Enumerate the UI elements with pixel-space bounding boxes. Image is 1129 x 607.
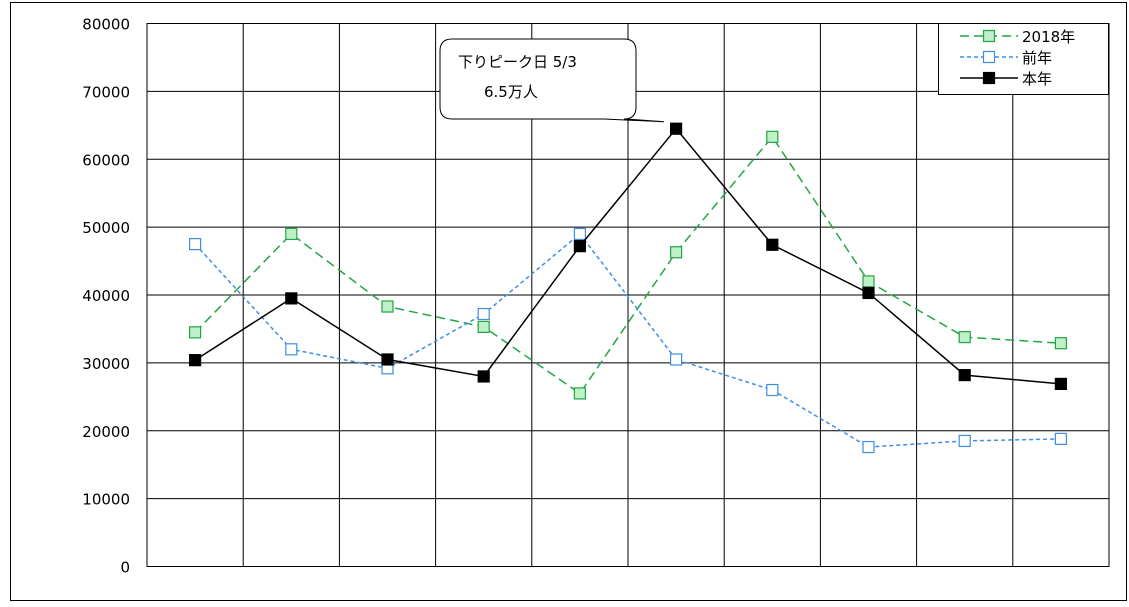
series-前年 (189, 227, 1068, 454)
y-tick-label: 80000 (82, 16, 130, 34)
y-tick-label: 30000 (82, 355, 130, 373)
data-point-marker (958, 330, 971, 344)
data-point-marker (477, 307, 490, 321)
legend-label: 前年 (1022, 49, 1052, 67)
data-point-marker (285, 343, 298, 356)
series-2018年 (189, 130, 1068, 400)
y-tick-label: 60000 (82, 151, 130, 169)
data-point-marker (477, 370, 490, 383)
data-point-marker (573, 387, 587, 400)
data-point-marker (1054, 337, 1068, 350)
data-point-marker (189, 237, 202, 251)
y-tick-label: 40000 (82, 287, 130, 305)
data-point-marker (766, 383, 779, 397)
data-point-marker (573, 227, 587, 241)
callout-bubble (439, 38, 665, 123)
y-tick-label: 50000 (82, 219, 130, 237)
peak-callout: 下りピーク日 5/3 6.5万人 (439, 38, 665, 123)
series-line (194, 232, 1061, 448)
data-point-marker (958, 434, 971, 448)
data-point-marker (285, 292, 298, 305)
series-lines (189, 122, 1068, 454)
data-point-marker (669, 353, 683, 366)
data-point-marker (1054, 432, 1068, 445)
data-point-marker (477, 320, 490, 334)
legend-item: 本年 (960, 70, 1052, 88)
legend-item: 2018年 (960, 28, 1075, 46)
data-point-marker (381, 300, 394, 313)
data-point-marker (189, 326, 202, 339)
y-tick-label: 10000 (82, 491, 130, 509)
series-本年 (189, 122, 1068, 391)
plot-area-border (146, 23, 1110, 567)
series-line (194, 127, 1061, 385)
data-point-marker (573, 240, 587, 253)
y-axis-tick-labels: 0 10000 20000 30000 40000 50000 60000 70000 8000… (82, 16, 130, 577)
y-tick-label: 0 (120, 559, 130, 577)
data-point-marker (669, 246, 683, 259)
legend-marker (982, 71, 996, 85)
legend-marker (982, 50, 996, 64)
series-line (194, 135, 1061, 395)
data-point-marker (766, 130, 779, 143)
data-point-marker (669, 122, 683, 135)
legend-marker (982, 29, 996, 43)
legend-label: 2018年 (1022, 28, 1075, 46)
data-point-marker (862, 440, 875, 454)
data-point-marker (862, 286, 875, 300)
data-point-marker (381, 353, 394, 366)
data-point-marker (189, 354, 202, 367)
data-point-marker (1054, 377, 1068, 391)
y-tick-label: 20000 (82, 423, 130, 441)
callout-line-2: 6.5万人 (484, 83, 538, 101)
y-tick-label: 70000 (82, 83, 130, 101)
data-point-marker (766, 238, 779, 251)
legend-item: 前年 (960, 49, 1052, 67)
data-point-marker (862, 275, 875, 288)
data-point-marker (285, 227, 298, 241)
callout-line-1: 下りピーク日 5/3 (458, 53, 577, 71)
data-point-marker (958, 368, 971, 382)
legend-label: 本年 (1022, 70, 1052, 88)
